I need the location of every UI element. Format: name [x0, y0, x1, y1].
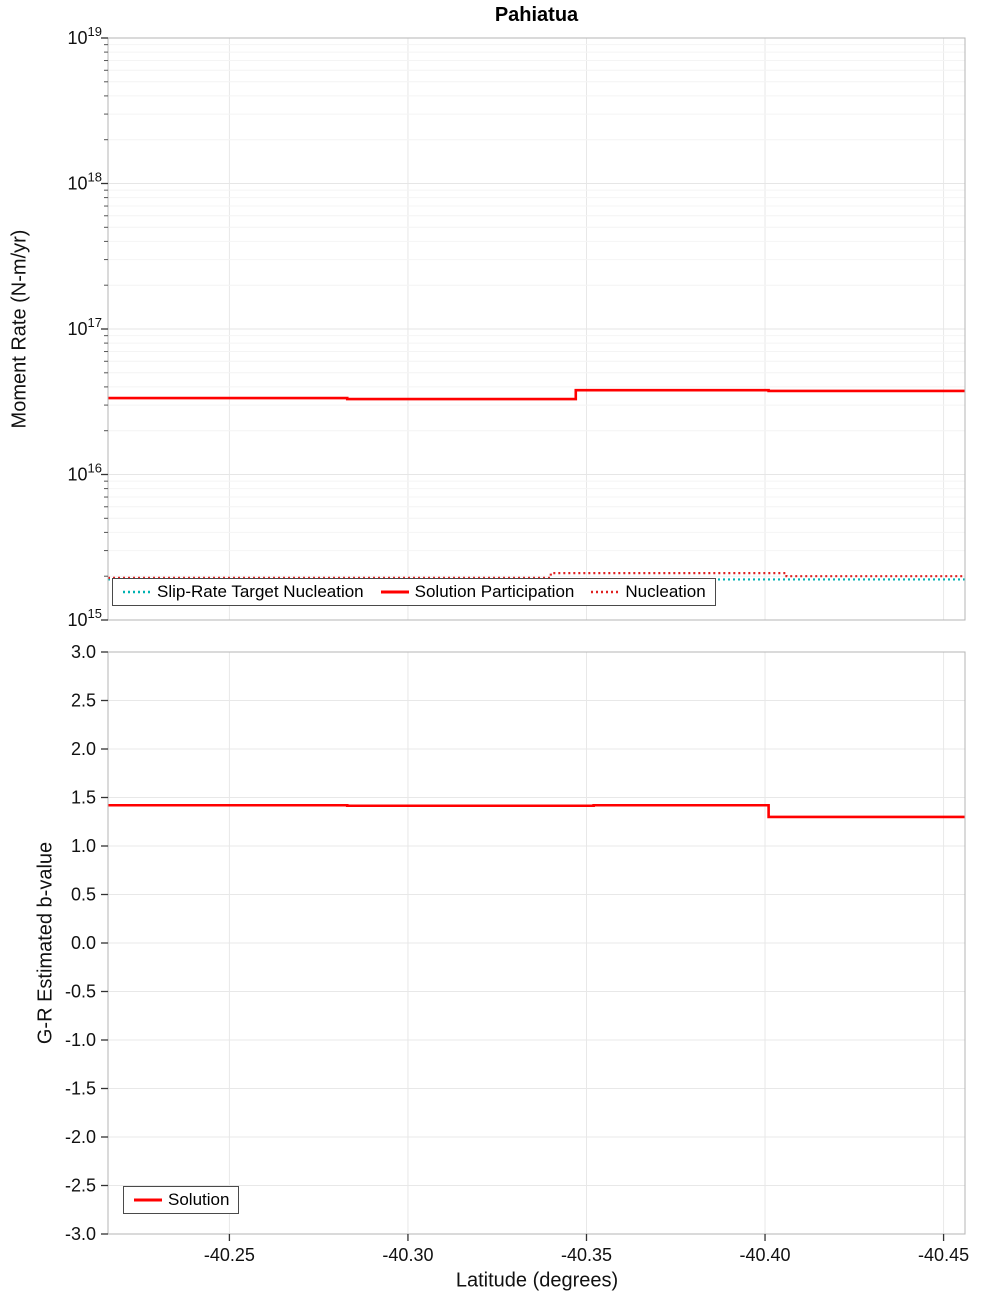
x-tick-label: -40.35 [561, 1245, 612, 1265]
moment-rate-axis-label: Moment Rate (N-m/yr) [8, 229, 31, 429]
y-tick-label: -1.5 [65, 1079, 96, 1099]
legend-item: Solution Participation [380, 582, 575, 602]
legend-label: Solution [168, 1190, 230, 1209]
y-tick-label: 1.0 [71, 836, 96, 856]
legend-label: Solution Participation [414, 582, 575, 601]
y-tick-label: 2.5 [71, 691, 96, 711]
y-tick-label: -1.0 [65, 1030, 96, 1050]
mantissa: 10 [68, 610, 88, 630]
y-tick-label: 2.0 [71, 739, 96, 759]
x-tick-label: -40.40 [740, 1245, 791, 1265]
chart-title: Pahiatua [494, 4, 579, 26]
y-tick-label: 1015 [68, 606, 103, 630]
y-tick-label: 1019 [68, 24, 103, 48]
b-value-plot: 3.0 2.5 2.0 1.5 1.0 0.5 0.0 -0.5 -1.0 -1.5 -2.0 -2.… [65, 642, 966, 1244]
legend-line-sample-icon [591, 590, 620, 594]
y-tick-label: 1.5 [71, 788, 96, 808]
latitude-axis-label: Latitude (degrees) [455, 1269, 619, 1292]
y-tick-label: 1016 [68, 461, 103, 485]
b-value-legend: Solution [123, 1186, 240, 1215]
exponent: 17 [88, 315, 102, 330]
series-solution [108, 803, 965, 819]
legend-line-sample-icon [380, 590, 409, 594]
legend-item: Solution [133, 1190, 229, 1210]
series-group [108, 803, 965, 819]
y-tick-label: -0.5 [65, 982, 96, 1002]
legend-line-sample-icon [123, 590, 151, 594]
mantissa: 10 [68, 28, 88, 48]
series-solution-participation [108, 388, 965, 401]
legend-label: Slip-Rate Target Nucleation [157, 582, 364, 601]
y-tick-label: 1018 [68, 170, 103, 194]
y-tick-label: -2.0 [65, 1127, 96, 1147]
x-tick-label: -40.30 [382, 1245, 433, 1265]
x-tick-label: -40.25 [204, 1245, 255, 1265]
series-group [108, 388, 965, 581]
y-tick-label: 0.5 [71, 885, 96, 905]
y-tick-label: 1017 [68, 315, 103, 339]
y-tick-label: -3.0 [65, 1224, 96, 1244]
mantissa: 10 [68, 174, 88, 194]
series-nucleation [108, 572, 965, 579]
legend-label: Nucleation [625, 582, 706, 601]
x-tick-label: -40.45 [918, 1245, 969, 1265]
y-tick-label: -2.5 [65, 1176, 96, 1196]
exponent: 18 [88, 170, 102, 185]
exponent: 16 [88, 461, 102, 476]
moment-rate-legend: Slip-Rate Target Nucleation Solution Part… [112, 578, 716, 607]
b-value-axis-label: G-R Estimated b-value [34, 841, 57, 1045]
mantissa: 10 [68, 465, 88, 485]
mantissa: 10 [68, 319, 88, 339]
legend-line-sample-icon [134, 1198, 162, 1202]
legend-item: Slip-Rate Target Nucleation [122, 582, 364, 602]
exponent: 15 [88, 606, 102, 621]
y-tick-label: 3.0 [71, 642, 96, 662]
exponent: 19 [88, 24, 102, 39]
legend-item: Nucleation [590, 582, 706, 602]
y-tick-label: 0.0 [71, 933, 96, 953]
